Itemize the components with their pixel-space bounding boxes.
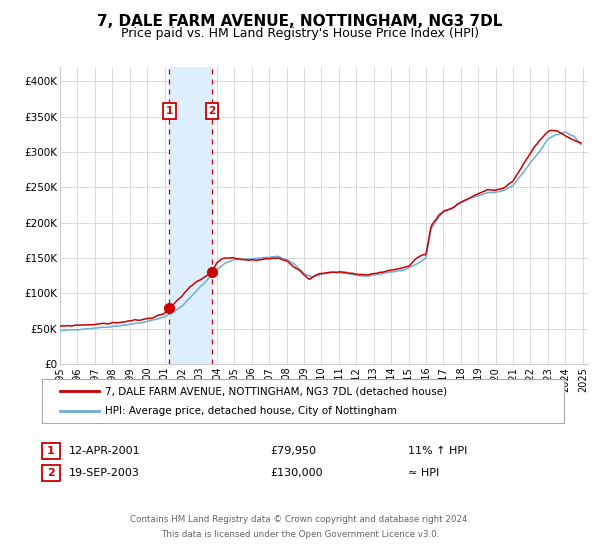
Text: 2: 2: [47, 468, 55, 478]
Text: 12-APR-2001: 12-APR-2001: [69, 446, 140, 456]
Text: Contains HM Land Registry data © Crown copyright and database right 2024.: Contains HM Land Registry data © Crown c…: [130, 515, 470, 524]
Text: Price paid vs. HM Land Registry's House Price Index (HPI): Price paid vs. HM Land Registry's House …: [121, 27, 479, 40]
Text: £130,000: £130,000: [270, 468, 323, 478]
Text: 11% ↑ HPI: 11% ↑ HPI: [408, 446, 467, 456]
Text: 19-SEP-2003: 19-SEP-2003: [69, 468, 140, 478]
Text: ≈ HPI: ≈ HPI: [408, 468, 439, 478]
Text: 2: 2: [208, 106, 215, 116]
Text: 1: 1: [166, 106, 173, 116]
Text: HPI: Average price, detached house, City of Nottingham: HPI: Average price, detached house, City…: [105, 405, 397, 416]
Text: This data is licensed under the Open Government Licence v3.0.: This data is licensed under the Open Gov…: [161, 530, 439, 539]
Bar: [169, 67, 212, 364]
Text: 1: 1: [47, 446, 55, 456]
Text: 7, DALE FARM AVENUE, NOTTINGHAM, NG3 7DL: 7, DALE FARM AVENUE, NOTTINGHAM, NG3 7DL: [97, 14, 503, 29]
Text: 7, DALE FARM AVENUE, NOTTINGHAM, NG3 7DL (detached house): 7, DALE FARM AVENUE, NOTTINGHAM, NG3 7DL…: [105, 386, 447, 396]
Text: £79,950: £79,950: [270, 446, 316, 456]
